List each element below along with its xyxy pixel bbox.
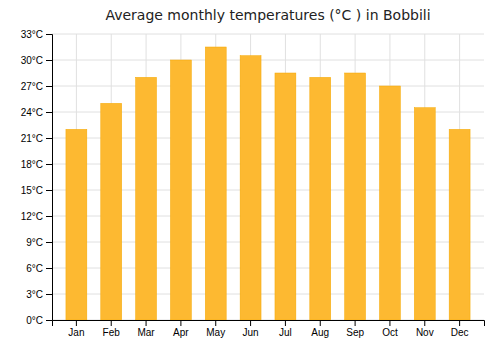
tick-mark xyxy=(46,320,52,321)
tick-label: 33°C xyxy=(21,29,43,40)
tick-label: 9°C xyxy=(26,237,43,248)
plot-area: Jan Feb Mar Apr May Jun Jul Aug Sep Oct Nov Dec 0°C 3… xyxy=(21,29,485,338)
tick-label: 27°C xyxy=(21,81,43,92)
bar xyxy=(449,129,470,320)
bar xyxy=(275,73,296,320)
tick-label: 15°C xyxy=(21,185,43,196)
tick-mark xyxy=(46,34,52,35)
tick: 6°C xyxy=(26,263,52,274)
tick-mark xyxy=(389,320,390,326)
tick: 27°C xyxy=(21,81,52,92)
bar xyxy=(379,86,400,320)
tick: 30°C xyxy=(21,55,52,66)
axis-line xyxy=(53,321,485,327)
tick-mark xyxy=(424,320,425,326)
chart-container: Jan Feb Mar Apr May Jun Jul Aug Sep Oct Nov Dec 0°C 3… xyxy=(0,0,500,350)
tick-label: 6°C xyxy=(26,263,43,274)
tick-mark xyxy=(46,86,52,87)
tick-label: 18°C xyxy=(21,159,43,170)
tick-label: Dec xyxy=(451,327,469,338)
tick-label: 0°C xyxy=(26,315,43,326)
tick-label: Jul xyxy=(279,327,292,338)
tick: 18°C xyxy=(21,159,52,170)
tick: Apr xyxy=(173,320,189,338)
tick: Feb xyxy=(103,320,121,338)
tick: 9°C xyxy=(26,237,52,248)
tick-label: May xyxy=(206,327,225,338)
tick-mark xyxy=(46,190,52,191)
axis-line xyxy=(46,35,53,321)
tick-mark xyxy=(250,320,251,326)
bars xyxy=(66,47,470,320)
tick: Jan xyxy=(68,320,84,338)
bar xyxy=(345,73,366,320)
bar xyxy=(240,56,261,320)
title: Average monthly temperatures (°C ) in Bo… xyxy=(105,7,430,23)
tick: Oct xyxy=(382,320,398,338)
tick-label: Sep xyxy=(346,327,364,338)
tick: 3°C xyxy=(26,289,52,300)
tick: 24°C xyxy=(21,107,52,118)
tick-label: 30°C xyxy=(21,55,43,66)
tick: 0°C xyxy=(26,315,52,326)
tick-label: Jan xyxy=(68,327,84,338)
tick-label: Oct xyxy=(382,327,398,338)
grid xyxy=(52,34,484,320)
tick: 12°C xyxy=(21,211,52,222)
grid-line xyxy=(52,60,484,61)
tick: Jun xyxy=(243,320,259,338)
tick-label: Nov xyxy=(416,327,434,338)
tick-mark xyxy=(76,320,77,326)
tick-label: Aug xyxy=(311,327,329,338)
tick: 15°C xyxy=(21,185,52,196)
tick-mark xyxy=(111,320,112,326)
tick-label: 3°C xyxy=(26,289,43,300)
tick-mark xyxy=(46,268,52,269)
tick-mark xyxy=(46,138,52,139)
tick-mark xyxy=(46,164,52,165)
y-axis: 0°C 3°C 6°C 9°C 12°C 15°C 18°C 21°C 24°C 27°C 30°C… xyxy=(21,29,53,326)
tick-label: 12°C xyxy=(21,211,43,222)
bar xyxy=(170,60,191,320)
bar xyxy=(66,129,87,320)
tick: Sep xyxy=(346,320,364,338)
tick: Mar xyxy=(137,320,155,338)
tick: Aug xyxy=(311,320,329,338)
tick: 21°C xyxy=(21,133,52,144)
tick-label: Mar xyxy=(137,327,155,338)
tick: May xyxy=(206,320,225,338)
tick-label: 24°C xyxy=(21,107,43,118)
tick-mark xyxy=(46,60,52,61)
grid-line xyxy=(52,34,484,35)
tick-mark xyxy=(285,320,286,326)
tick: Jul xyxy=(279,320,292,338)
tick-mark xyxy=(146,320,147,326)
grid-line xyxy=(52,86,484,87)
tick-label: Feb xyxy=(103,327,121,338)
bar xyxy=(136,77,157,320)
tick-mark xyxy=(215,320,216,326)
tick-mark xyxy=(459,320,460,326)
tick-mark xyxy=(320,320,321,326)
chart: Jan Feb Mar Apr May Jun Jul Aug Sep Oct Nov Dec 0°C 3… xyxy=(0,0,500,350)
tick: 33°C xyxy=(21,29,52,40)
bar xyxy=(205,47,226,320)
tick-label: Jun xyxy=(243,327,259,338)
x-axis: Jan Feb Mar Apr May Jun Jul Aug Sep Oct Nov Dec xyxy=(53,320,485,338)
tick: Nov xyxy=(416,320,434,338)
bar xyxy=(414,108,435,320)
tick: Dec xyxy=(451,320,469,338)
tick-mark xyxy=(355,320,356,326)
tick-mark xyxy=(46,216,52,217)
tick-mark xyxy=(46,112,52,113)
tick-mark xyxy=(46,242,52,243)
tick-mark xyxy=(180,320,181,326)
tick-label: 21°C xyxy=(21,133,43,144)
bar xyxy=(310,77,331,320)
bar xyxy=(101,103,122,320)
tick-mark xyxy=(46,294,52,295)
tick-label: Apr xyxy=(173,327,189,338)
